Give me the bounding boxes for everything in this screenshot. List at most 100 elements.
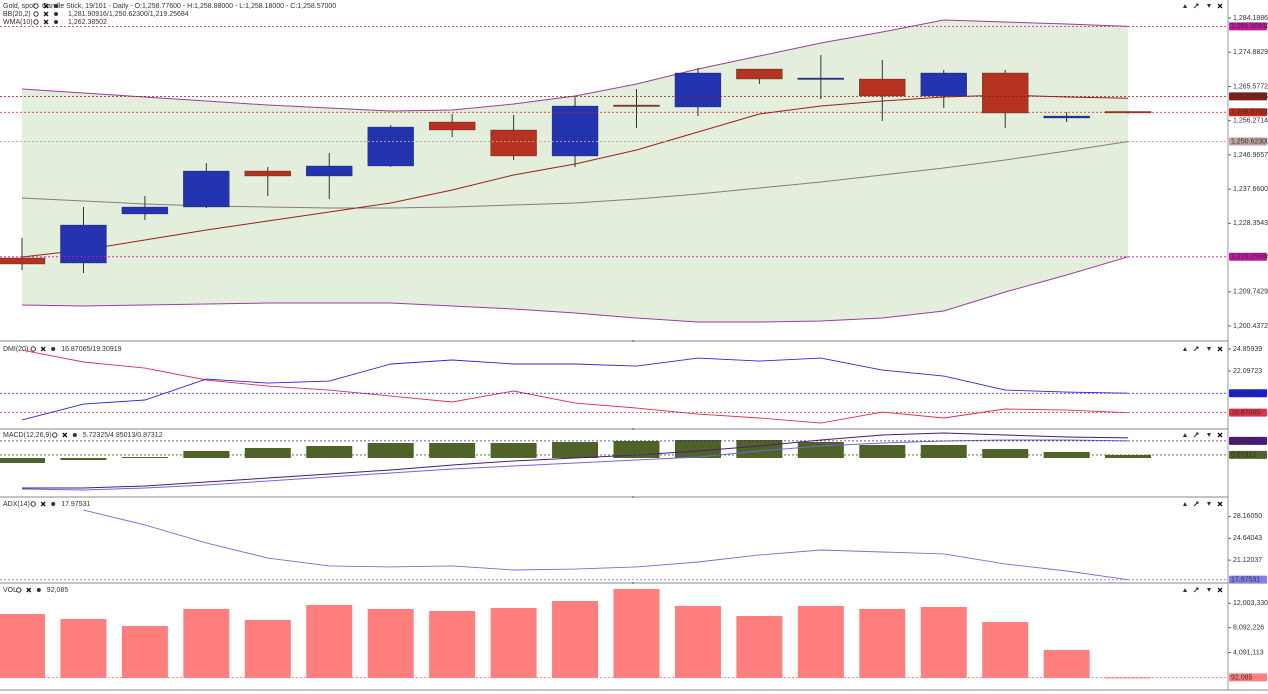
bar	[183, 609, 230, 678]
icon-settings[interactable]	[54, 4, 58, 8]
marker-box	[1229, 108, 1267, 117]
icon-move-up[interactable]	[1183, 502, 1187, 506]
series-line	[21, 357, 1129, 421]
marker-label: 19.30919	[1231, 390, 1260, 397]
icon-remove[interactable]	[43, 19, 49, 25]
marker-label: 92,085	[1231, 674, 1253, 681]
icon-move-down[interactable]	[1207, 588, 1211, 592]
icon-move-down[interactable]	[1207, 433, 1211, 437]
legend-value: 16.87065/19.30919	[61, 346, 121, 353]
icon-visibility[interactable]	[33, 19, 39, 25]
marker-label: 1,281.90916	[1231, 23, 1268, 30]
icon-move-up[interactable]	[1183, 347, 1187, 351]
candle-body	[428, 121, 476, 131]
marker-label: 1,262.88582	[1231, 93, 1268, 100]
bar	[1043, 649, 1090, 678]
bar	[613, 440, 660, 458]
bar	[306, 604, 353, 678]
icon-remove[interactable]	[43, 3, 49, 9]
icon-remove[interactable]	[26, 587, 32, 593]
icon-close[interactable]	[1217, 346, 1223, 352]
icon-remove[interactable]	[62, 432, 68, 438]
bar	[367, 442, 414, 458]
icon-close[interactable]	[1217, 587, 1223, 593]
icon-maximize[interactable]	[1193, 587, 1199, 593]
marker-label: 4.85013	[1231, 438, 1256, 445]
marker-box	[1229, 673, 1267, 682]
marker-box	[1229, 408, 1267, 417]
y-tick-label: 1,246.96578	[1233, 152, 1268, 159]
icon-remove[interactable]	[40, 501, 46, 507]
icon-settings[interactable]	[36, 588, 41, 592]
marker-box	[1229, 92, 1267, 101]
icon-close[interactable]	[1217, 432, 1223, 438]
icon-maximize[interactable]	[1193, 3, 1199, 9]
icon-move-up[interactable]	[1183, 588, 1187, 592]
marker-label: 17.97531	[1231, 577, 1260, 584]
candle-body	[60, 224, 107, 264]
icon-remove[interactable]	[43, 11, 49, 17]
icon-settings[interactable]	[54, 12, 58, 16]
candle-body	[0, 257, 46, 265]
icon-visibility[interactable]	[30, 501, 36, 507]
icon-close[interactable]	[1217, 501, 1223, 507]
marker-box	[1229, 389, 1267, 398]
bar	[429, 610, 476, 678]
y-tick-label: 22.09723	[1233, 368, 1262, 375]
legend-value: 17.97531	[61, 501, 90, 508]
icon-maximize[interactable]	[1193, 346, 1199, 352]
band-fill	[22, 19, 1129, 323]
candle-body	[736, 68, 783, 80]
y-tick-label: 12,003,330	[1233, 600, 1268, 607]
y-tick-label: 24.85939	[1233, 346, 1262, 353]
icon-visibility[interactable]	[30, 346, 36, 352]
y-tick-label: 28.16050	[1233, 513, 1262, 520]
y-tick-label: 1,274.88292	[1233, 49, 1268, 56]
candle-body	[982, 72, 1029, 114]
icon-remove[interactable]	[40, 346, 46, 352]
legend-title: ADX(14)	[3, 501, 30, 508]
resize-handles[interactable]	[632, 340, 634, 584]
bar	[736, 439, 783, 458]
bar	[797, 442, 844, 458]
icon-settings[interactable]	[51, 502, 56, 506]
icon-settings[interactable]	[54, 20, 58, 24]
icon-visibility[interactable]	[33, 3, 39, 9]
bar	[0, 457, 45, 463]
bar	[244, 447, 291, 458]
y-tick-label: 1,228.35435	[1233, 220, 1268, 227]
icon-settings[interactable]	[51, 347, 56, 351]
bar	[859, 444, 906, 458]
legend-value: 5.72325/4.85013/0.87312	[83, 432, 163, 439]
candle-body	[551, 105, 599, 157]
bar	[121, 626, 168, 678]
candle-body	[920, 72, 967, 97]
icon-close[interactable]	[1217, 3, 1223, 9]
icon-settings[interactable]	[72, 433, 77, 437]
legend-subtitle: Candle Stick, 19/101 - Daily - O:1,258.7…	[42, 3, 336, 10]
bar	[306, 445, 353, 458]
icon-move-down[interactable]	[1207, 502, 1211, 506]
marker-label: 1,258.57000	[1231, 109, 1268, 116]
icon-maximize[interactable]	[1193, 432, 1199, 438]
icon-move-up[interactable]	[1183, 433, 1187, 437]
legend-value: 92,085	[47, 587, 69, 594]
bar	[244, 619, 291, 678]
icon-visibility[interactable]	[16, 587, 22, 593]
icon-maximize[interactable]	[1193, 501, 1199, 507]
bar	[490, 442, 537, 458]
icon-move-down[interactable]	[1207, 347, 1211, 351]
y-tick-label: 24.64043	[1233, 535, 1262, 542]
icon-visibility[interactable]	[33, 11, 39, 17]
candle-body	[121, 206, 169, 215]
candle-body	[859, 78, 906, 97]
legend-title: DMI(20)	[3, 346, 28, 353]
marker-label: 1,219.25684	[1231, 254, 1268, 261]
icon-move-up[interactable]	[1183, 4, 1187, 8]
icon-visibility[interactable]	[52, 432, 58, 438]
icon-move-down[interactable]	[1207, 4, 1211, 8]
series-line	[22, 432, 1129, 489]
candle-body	[183, 170, 230, 208]
bar	[552, 600, 599, 678]
bar	[183, 450, 230, 458]
